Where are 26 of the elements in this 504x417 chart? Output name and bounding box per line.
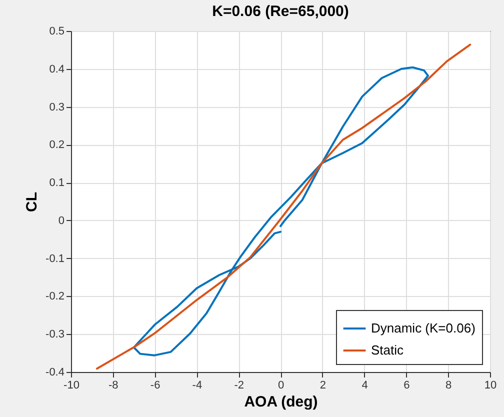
x-tick-label: -4 <box>192 380 202 392</box>
x-axis-title: AOA (deg) <box>244 394 318 410</box>
x-tick-label: 4 <box>362 380 368 392</box>
y-tick-label: 0.1 <box>49 177 64 190</box>
legend-label: Static <box>371 342 404 358</box>
x-tick-label: 0 <box>278 380 284 392</box>
y-axis-title: CL <box>24 192 41 212</box>
y-tick-label: 0.2 <box>49 139 64 152</box>
x-tick-label: -8 <box>108 380 118 392</box>
y-tick-label: 0 <box>58 214 64 227</box>
x-tick-label: -10 <box>64 380 80 392</box>
y-tick-label: -0.2 <box>46 290 64 303</box>
x-tick-label: -6 <box>150 380 160 392</box>
y-tick-label: 0.4 <box>49 63 64 76</box>
y-tick-label: -0.4 <box>46 366 64 378</box>
y-tick-label: -0.1 <box>46 252 64 265</box>
x-tick-label: 8 <box>446 380 452 392</box>
x-tick-label: -2 <box>234 380 244 392</box>
legend-label: Dynamic (K=0.06) <box>371 320 476 336</box>
y-tick-label: 0.3 <box>49 101 64 114</box>
y-tick-label: 0.5 <box>49 26 64 38</box>
y-tick-label: -0.3 <box>46 328 64 341</box>
x-tick-label: 6 <box>404 380 410 392</box>
chart-title: K=0.06 (Re=65,000) <box>212 3 349 20</box>
x-tick-label: 2 <box>320 380 326 392</box>
x-tick-label: 10 <box>484 380 497 392</box>
